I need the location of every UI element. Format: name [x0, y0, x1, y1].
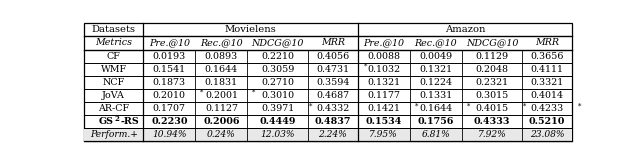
Text: -RS: -RS: [120, 117, 139, 126]
Text: GS: GS: [99, 117, 114, 126]
Text: 0.3594: 0.3594: [316, 78, 349, 87]
Text: *: *: [467, 102, 470, 110]
Text: 0.3971: 0.3971: [261, 104, 294, 113]
Bar: [84, 128, 572, 141]
Text: *: *: [578, 102, 581, 110]
Text: 0.2210: 0.2210: [261, 52, 294, 61]
Text: 10.94%: 10.94%: [152, 130, 187, 139]
Text: 0.1129: 0.1129: [476, 52, 509, 61]
Text: 0.2006: 0.2006: [203, 117, 239, 126]
Text: 0.2048: 0.2048: [476, 65, 509, 74]
Text: *: *: [364, 63, 367, 71]
Text: Pre.@10: Pre.@10: [364, 38, 404, 47]
Text: 0.3321: 0.3321: [531, 78, 564, 87]
Text: 0.0193: 0.0193: [153, 52, 186, 61]
Text: MRR: MRR: [535, 38, 559, 47]
Text: 0.24%: 0.24%: [207, 130, 236, 139]
Text: 0.2710: 0.2710: [261, 78, 294, 87]
Text: 2: 2: [114, 115, 119, 123]
Text: 0.4015: 0.4015: [476, 104, 509, 113]
Text: 7.95%: 7.95%: [369, 130, 398, 139]
Text: *: *: [523, 102, 526, 110]
Text: 0.4332: 0.4332: [316, 104, 349, 113]
Text: NCF: NCF: [102, 78, 125, 87]
Text: 0.2321: 0.2321: [476, 78, 509, 87]
Text: 6.81%: 6.81%: [421, 130, 450, 139]
Text: 7.92%: 7.92%: [477, 130, 506, 139]
Text: 0.1534: 0.1534: [365, 117, 402, 126]
Text: 0.1224: 0.1224: [419, 78, 452, 87]
Text: 12.03%: 12.03%: [260, 130, 295, 139]
Text: 0.2001: 0.2001: [205, 91, 238, 100]
Text: 0.4233: 0.4233: [531, 104, 564, 113]
Text: 0.4837: 0.4837: [314, 117, 351, 126]
Text: Amazon: Amazon: [445, 25, 485, 34]
Text: 0.1321: 0.1321: [367, 78, 400, 87]
Text: Movielens: Movielens: [225, 25, 276, 34]
Text: 0.1321: 0.1321: [419, 65, 452, 74]
Text: 0.3059: 0.3059: [261, 65, 294, 74]
Text: 0.4449: 0.4449: [259, 117, 296, 126]
Text: 0.1541: 0.1541: [153, 65, 186, 74]
Text: Datasets: Datasets: [92, 25, 136, 34]
Text: *: *: [308, 102, 312, 110]
Text: 0.1331: 0.1331: [419, 91, 452, 100]
Text: NDCG@10: NDCG@10: [252, 38, 304, 47]
Text: 2.24%: 2.24%: [319, 130, 347, 139]
Text: 0.4687: 0.4687: [316, 91, 349, 100]
Text: 0.1707: 0.1707: [153, 104, 186, 113]
Text: MRR: MRR: [321, 38, 345, 47]
Text: 0.4056: 0.4056: [316, 52, 349, 61]
Text: Metrics: Metrics: [95, 38, 132, 47]
Text: 0.4111: 0.4111: [531, 65, 564, 74]
Text: 0.5210: 0.5210: [529, 117, 565, 126]
Text: 0.0893: 0.0893: [205, 52, 238, 61]
Text: JoVA: JoVA: [102, 91, 125, 100]
Text: Pre.@10: Pre.@10: [149, 38, 190, 47]
Text: Rec.@10: Rec.@10: [415, 38, 457, 47]
Text: 0.1421: 0.1421: [367, 104, 400, 113]
Text: 0.4014: 0.4014: [531, 91, 564, 100]
Text: WMF: WMF: [100, 65, 127, 74]
Text: 0.0088: 0.0088: [367, 52, 400, 61]
Text: 0.2230: 0.2230: [151, 117, 188, 126]
Text: 0.1177: 0.1177: [367, 91, 400, 100]
Text: *: *: [415, 102, 418, 110]
Text: Perform.+: Perform.+: [90, 130, 138, 139]
Text: 0.1032: 0.1032: [367, 65, 400, 74]
Text: 0.1873: 0.1873: [153, 78, 186, 87]
Text: Rec.@10: Rec.@10: [200, 38, 243, 47]
Text: AR-CF: AR-CF: [98, 104, 129, 113]
Text: 0.4333: 0.4333: [474, 117, 510, 126]
Text: 0.2010: 0.2010: [153, 91, 186, 100]
Text: *: *: [200, 89, 204, 97]
Text: 0.1831: 0.1831: [205, 78, 238, 87]
Text: CF: CF: [107, 52, 120, 61]
Text: 0.3656: 0.3656: [531, 52, 564, 61]
Text: NDCG@10: NDCG@10: [466, 38, 518, 47]
Text: 0.1127: 0.1127: [205, 104, 238, 113]
Text: 23.08%: 23.08%: [530, 130, 564, 139]
Text: 0.1644: 0.1644: [419, 104, 452, 113]
Text: *: *: [252, 89, 255, 97]
Text: 0.3010: 0.3010: [261, 91, 294, 100]
Text: 0.4731: 0.4731: [316, 65, 349, 74]
Text: 0.1644: 0.1644: [205, 65, 238, 74]
Text: 0.0049: 0.0049: [419, 52, 452, 61]
Text: 0.3015: 0.3015: [476, 91, 509, 100]
Text: 0.1756: 0.1756: [417, 117, 454, 126]
